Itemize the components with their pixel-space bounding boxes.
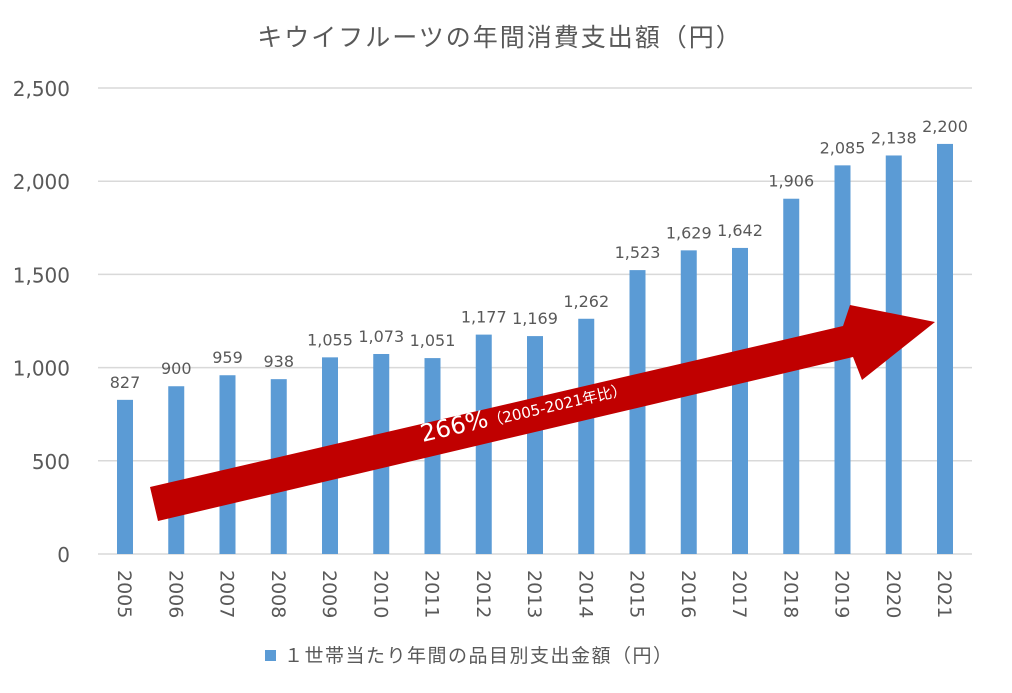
data-label: 1,177 <box>461 308 507 327</box>
data-label: 827 <box>110 373 141 392</box>
data-label: 1,055 <box>307 330 353 349</box>
bar <box>578 318 595 554</box>
x-tick-label: 2021 <box>933 570 955 618</box>
legend-label: １世帯当たり年間の品目別支出金額（円） <box>284 645 674 667</box>
legend-swatch <box>265 650 276 661</box>
x-tick-label: 2019 <box>831 570 853 618</box>
bar <box>834 165 851 554</box>
bar <box>117 399 133 554</box>
y-tick-label: 2,500 <box>13 77 70 101</box>
y-tick-label: 0 <box>57 543 70 567</box>
data-label: 1,073 <box>358 327 404 346</box>
x-tick-label: 2015 <box>626 570 648 618</box>
y-tick-label: 1,500 <box>13 263 70 287</box>
y-tick-label: 2,000 <box>13 170 70 194</box>
x-tick-label: 2010 <box>369 570 391 618</box>
x-tick-label: 2011 <box>421 570 443 618</box>
bar <box>475 334 492 554</box>
data-label: 1,051 <box>410 331 456 350</box>
data-label: 1,642 <box>717 221 763 240</box>
chart-title: キウイフルーツの年間消費支出額（円） <box>257 23 743 52</box>
legend: １世帯当たり年間の品目別支出金額（円） <box>265 645 674 667</box>
x-tick-label: 2008 <box>267 570 289 618</box>
data-label: 2,200 <box>922 117 968 136</box>
data-label: 1,629 <box>666 223 712 242</box>
bar <box>937 143 953 555</box>
y-tick-label: 1,000 <box>13 357 70 381</box>
data-label: 1,169 <box>512 309 558 328</box>
x-tick-label: 2013 <box>523 570 545 618</box>
x-tick-label: 2017 <box>728 570 750 618</box>
data-label: 959 <box>212 348 243 367</box>
x-tick-label: 2012 <box>472 570 494 618</box>
data-label: 1,262 <box>563 292 609 311</box>
data-label: 900 <box>161 359 192 378</box>
bar <box>783 198 800 554</box>
bar <box>732 247 748 554</box>
y-tick-label: 500 <box>32 450 70 474</box>
bar <box>219 375 236 554</box>
data-label: 1,523 <box>615 243 661 262</box>
x-tick-label: 2005 <box>113 570 135 618</box>
growth-arrow <box>150 305 935 521</box>
bar <box>168 386 185 554</box>
bar <box>680 250 697 554</box>
x-tick-label: 2020 <box>882 570 904 618</box>
x-tick-label: 2006 <box>164 570 186 618</box>
bar <box>629 270 646 554</box>
bar <box>527 336 543 554</box>
x-tick-label: 2007 <box>216 570 238 618</box>
data-label: 938 <box>263 352 294 371</box>
x-tick-label: 2009 <box>318 570 340 618</box>
x-tick-label: 2018 <box>779 570 801 618</box>
data-label: 1,906 <box>768 172 814 191</box>
data-label: 2,138 <box>871 128 917 147</box>
data-label: 2,085 <box>820 138 866 157</box>
x-tick-label: 2016 <box>677 570 699 618</box>
x-tick-label: 2014 <box>574 570 596 618</box>
